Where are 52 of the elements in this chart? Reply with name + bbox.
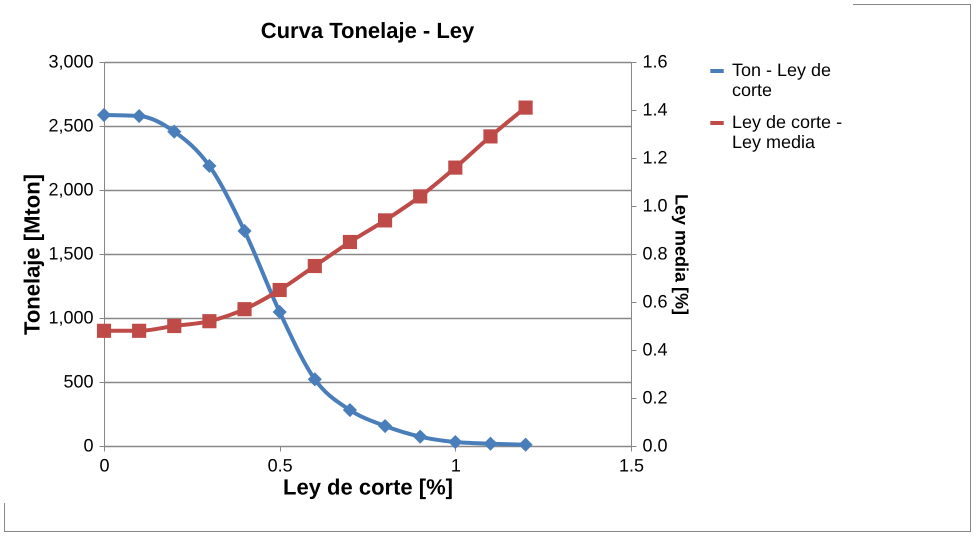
y-tick-label: 0 xyxy=(83,436,94,456)
y-tick-label: 2,500 xyxy=(48,116,94,136)
chart-title: Curva Tonelaje - Ley xyxy=(260,18,476,43)
y2-tick-label: 0.2 xyxy=(642,388,668,408)
point xyxy=(413,189,428,204)
point xyxy=(308,372,322,386)
point xyxy=(342,402,358,418)
y2-tick-label: 1.4 xyxy=(642,100,668,120)
point xyxy=(518,438,533,452)
point xyxy=(272,304,287,320)
point xyxy=(448,160,462,175)
legend-label: Ton - Ley de corte xyxy=(732,60,832,100)
point xyxy=(308,258,322,274)
point xyxy=(96,324,112,338)
x-tick-label: 1 xyxy=(450,456,461,476)
point xyxy=(96,108,112,122)
y2-tick-label: 0.0 xyxy=(642,436,668,456)
point xyxy=(448,434,462,450)
y2-tick-label: 1.6 xyxy=(642,52,668,72)
point xyxy=(378,213,392,228)
point xyxy=(483,129,498,144)
point xyxy=(167,124,182,139)
point xyxy=(342,234,358,250)
y2-tick-label: 1.0 xyxy=(642,196,668,216)
y-tick-label: 1,000 xyxy=(48,308,94,328)
point xyxy=(413,430,428,444)
y2-tick-label: 0.6 xyxy=(642,292,668,312)
y-tick-label: 1,500 xyxy=(48,244,94,264)
point xyxy=(202,314,216,328)
y-axis-title: Tonelaje [Mton] xyxy=(19,174,44,335)
y-tick-label: 2,000 xyxy=(48,180,94,200)
point xyxy=(237,224,252,238)
x-tick-label: 0 xyxy=(99,456,110,476)
x-axis-title: Ley de corte [%] xyxy=(283,474,453,500)
y2-axis-title: Ley media [%] xyxy=(672,194,692,316)
point xyxy=(167,318,182,334)
point xyxy=(272,282,287,298)
legend-label: Ley de corte - Ley media xyxy=(732,112,842,152)
x-tick-label: 1.5 xyxy=(618,456,644,476)
y-tick-label: 3,000 xyxy=(48,52,94,72)
point xyxy=(237,302,252,316)
point xyxy=(132,108,146,124)
y2-tick-label: 0.8 xyxy=(642,244,668,264)
point xyxy=(202,158,216,174)
y2-tick-label: 0.4 xyxy=(642,340,668,360)
x-tick-label: 0.5 xyxy=(268,456,293,476)
point xyxy=(483,436,498,451)
point xyxy=(518,100,533,115)
y-tick-label: 500 xyxy=(63,372,94,392)
point xyxy=(378,418,392,434)
y2-tick-label: 1.2 xyxy=(642,148,668,168)
point xyxy=(132,324,146,338)
